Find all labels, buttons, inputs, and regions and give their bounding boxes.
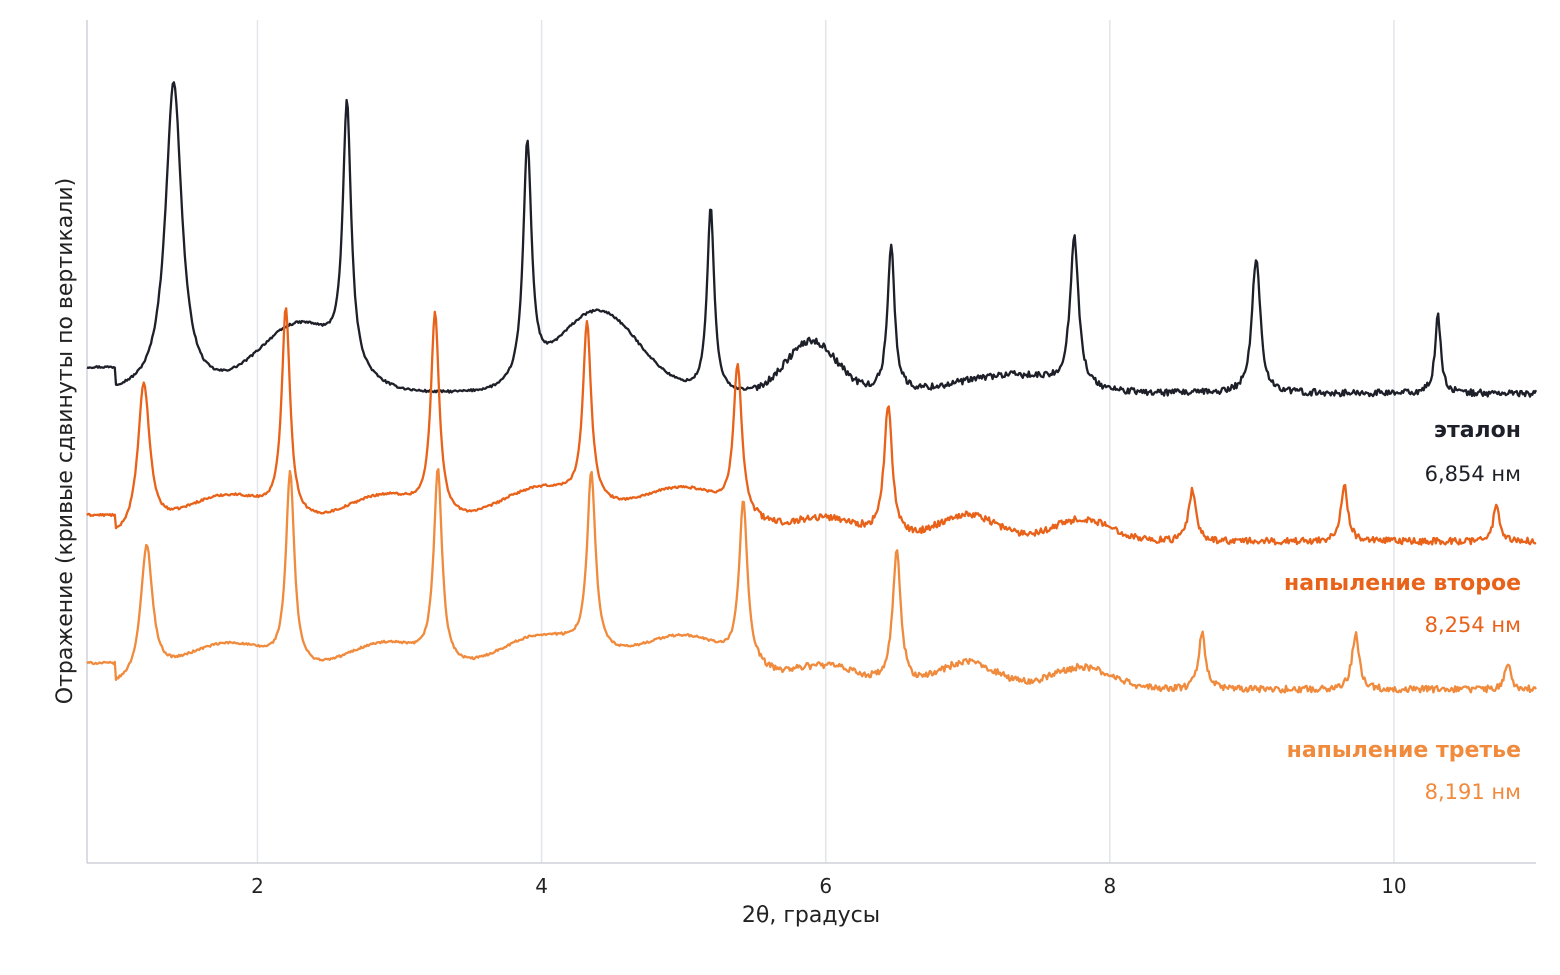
x-axis-title: 2θ, градусы — [742, 903, 880, 928]
series-name-2: напыление второе — [1284, 571, 1521, 596]
x-tick-label-4: 4 — [535, 874, 548, 898]
x-tick-label-2: 2 — [251, 874, 264, 898]
x-tick-label-6: 6 — [819, 874, 832, 898]
x-tick-labels: 2 4 6 8 10 — [251, 874, 1407, 898]
series-value-2: 8,254 нм — [1425, 613, 1521, 637]
series-name-3: напыление третье — [1287, 738, 1521, 763]
series-line-2 — [86, 307, 1537, 546]
series-name-1: эталон — [1434, 418, 1521, 443]
grid-lines — [256, 20, 1395, 863]
series-value-3: 8,191 нм — [1425, 780, 1521, 804]
y-axis-title: Отражение (кривые сдвинуты по вертикали) — [53, 178, 78, 704]
series-line-3 — [86, 468, 1537, 694]
series-line-1 — [86, 81, 1538, 398]
x-tick-label-8: 8 — [1103, 874, 1116, 898]
series-labels: эталон 6,854 нм напыление второе 8,254 нм на… — [1284, 418, 1521, 804]
x-tick-label-10: 10 — [1381, 874, 1406, 898]
axes — [86, 20, 1536, 864]
series-value-1: 6,854 нм — [1425, 462, 1521, 486]
curves — [86, 81, 1538, 694]
